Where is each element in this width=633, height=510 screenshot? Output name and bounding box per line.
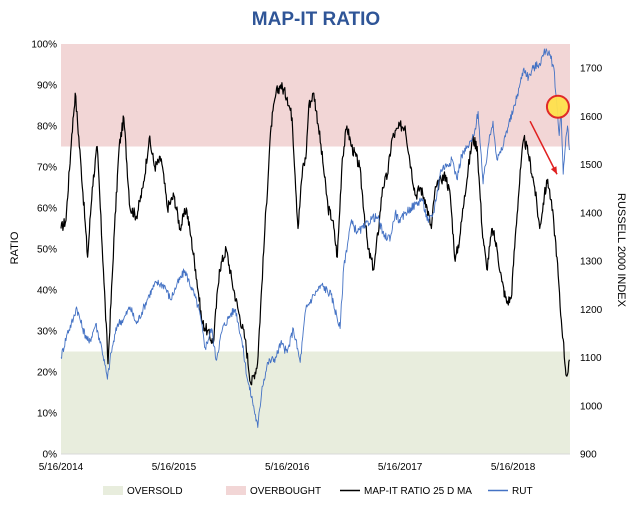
axes: 0% 10% 20% 30% 40% 50% 60% 70% 80% 90% 100% 900 1000… [31, 40, 602, 474]
band-overbought [61, 44, 570, 147]
legend-label: RUT [512, 486, 533, 497]
y-tick-label: 10% [37, 409, 57, 420]
x-tick-label: 5/16/2014 [39, 462, 84, 473]
legend-label: OVERSOLD [127, 486, 183, 497]
chart-title: MAP-IT RATIO [252, 9, 380, 30]
y-tick-label: 90% [37, 81, 57, 92]
legend: OVERSOLD OVERBOUGHT MAP-IT RATIO 25 D MA RU… [103, 486, 533, 497]
y-tick-label: 40% [37, 286, 57, 297]
y-tick-label: 70% [37, 163, 57, 174]
y2-tick-label: 1400 [580, 208, 603, 219]
y-tick-label: 100% [31, 40, 57, 51]
y2-tick-label: 1200 [580, 305, 603, 316]
y-tick-label: 20% [37, 368, 57, 379]
series-line-map-it-ratio [60, 82, 570, 386]
y2-tick-label: 1100 [580, 353, 602, 364]
series-line-rut [60, 48, 570, 428]
y2-tick-label: 1000 [580, 401, 603, 412]
annotation-arrow-line [529, 120, 558, 175]
band-oversold [61, 351, 570, 454]
legend-label: OVERBOUGHT [250, 486, 321, 497]
y2-axis-label: RUSSELL 2000 INDEX [615, 193, 627, 308]
series-lines [60, 48, 570, 428]
y2-tick-label: 1700 [580, 64, 603, 75]
y-tick-label: 0% [43, 450, 58, 461]
x-tick-label: 5/16/2017 [378, 462, 423, 473]
y-tick-label: 60% [37, 204, 57, 215]
annotations [529, 94, 570, 175]
zone-bands [61, 44, 570, 454]
legend-swatch-oversold [103, 486, 123, 495]
y2-tick-label: 1300 [580, 257, 603, 268]
x-tick-label: 5/16/2016 [265, 462, 310, 473]
x-tick-label: 5/16/2015 [152, 462, 197, 473]
y2-tick-label: 1600 [580, 112, 603, 123]
y2-tick-label: 1500 [580, 160, 603, 171]
y-tick-label: 80% [37, 122, 57, 133]
annotation-arrow-head [550, 166, 558, 175]
legend-label: MAP-IT RATIO 25 D MA [364, 486, 472, 497]
legend-swatch-overbought [226, 486, 246, 495]
x-tick-label: 5/16/2018 [491, 462, 536, 473]
y-tick-label: 30% [37, 327, 57, 338]
y-axis-label: RATIO [9, 231, 21, 264]
highlight-circle [545, 94, 570, 119]
y2-tick-label: 900 [580, 450, 597, 461]
y-tick-label: 50% [37, 245, 57, 256]
